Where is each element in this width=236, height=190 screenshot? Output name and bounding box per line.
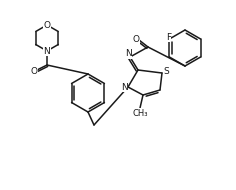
Text: F: F (166, 32, 171, 41)
Text: CH₃: CH₃ (132, 108, 148, 117)
Text: O: O (132, 36, 139, 44)
Text: S: S (163, 67, 169, 77)
Text: O: O (43, 21, 51, 29)
Text: O: O (30, 66, 38, 75)
Text: N: N (44, 47, 50, 55)
Text: N: N (121, 82, 127, 92)
Text: N: N (125, 50, 131, 59)
